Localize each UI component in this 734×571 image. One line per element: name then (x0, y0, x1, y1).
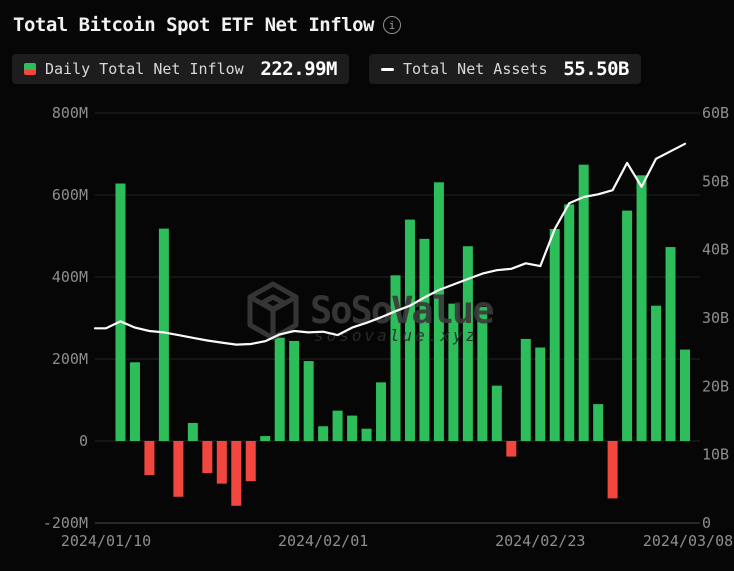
daily-inflow-bar[interactable] (144, 441, 155, 476)
daily-inflow-bar[interactable] (404, 219, 415, 441)
daily-inflow-bar[interactable] (202, 441, 213, 473)
right-axis-tick: 0 (702, 514, 711, 532)
daily-inflow-bar[interactable] (419, 238, 430, 441)
right-axis-tick: 40B (702, 241, 729, 259)
daily-inflow-bar[interactable] (318, 426, 329, 441)
x-axis-tick: 2024/02/01 (278, 532, 368, 550)
daily-inflow-bar[interactable] (303, 361, 314, 441)
right-axis-tick: 30B (702, 309, 729, 327)
title-row: Total Bitcoin Spot ETF Net Inflow i (13, 14, 401, 36)
daily-inflow-bar[interactable] (520, 338, 531, 441)
bar-series-swatch-icon (24, 63, 36, 75)
daily-inflow-bar[interactable] (506, 441, 517, 457)
daily-inflow-bar[interactable] (129, 362, 140, 441)
legend-daily-label: Daily Total Net Inflow (45, 60, 244, 78)
watermark-domain: sosovalue.xyz (314, 326, 478, 345)
legend-assets-value: 55.50B (563, 58, 629, 80)
left-axis-tick: 400M (52, 268, 88, 286)
x-axis-tick: 2024/01/10 (61, 532, 151, 550)
daily-inflow-bar[interactable] (158, 228, 169, 441)
daily-inflow-bar[interactable] (593, 404, 604, 441)
right-axis-tick: 10B (702, 446, 729, 464)
left-axis-tick: 600M (52, 186, 88, 204)
daily-inflow-bar[interactable] (289, 340, 300, 441)
daily-inflow-bar[interactable] (216, 441, 227, 484)
daily-inflow-bar[interactable] (549, 229, 560, 441)
daily-inflow-bar[interactable] (347, 415, 358, 441)
daily-inflow-bar[interactable] (665, 247, 676, 441)
x-axis-tick: 2024/03/08 (643, 532, 733, 550)
daily-inflow-bar[interactable] (332, 410, 343, 441)
line-series-swatch-icon (381, 67, 394, 71)
info-icon[interactable]: i (383, 16, 401, 34)
daily-inflow-bar[interactable] (564, 204, 575, 441)
daily-inflow-bar[interactable] (361, 428, 372, 441)
legend-total-net-assets[interactable]: Total Net Assets 55.50B (369, 54, 641, 84)
left-axis-tick: 0 (79, 432, 88, 450)
daily-inflow-bar[interactable] (448, 303, 459, 441)
sosovalue-logo-icon (247, 281, 299, 341)
right-axis-tick: 20B (702, 377, 729, 395)
daily-inflow-bar[interactable] (477, 306, 488, 441)
daily-inflow-bar[interactable] (390, 275, 401, 441)
daily-inflow-bar[interactable] (680, 349, 690, 441)
daily-inflow-bar[interactable] (245, 441, 256, 482)
right-axis-tick: 50B (702, 172, 729, 190)
daily-inflow-bar[interactable] (274, 337, 285, 441)
daily-inflow-bar[interactable] (462, 246, 473, 441)
watermark-brand: SoSoValue (310, 289, 493, 332)
daily-inflow-bar[interactable] (491, 385, 502, 441)
legend: Daily Total Net Inflow 222.99M Total Net… (12, 54, 734, 84)
legend-assets-label: Total Net Assets (403, 60, 548, 78)
left-axis-tick: -200M (43, 514, 88, 532)
daily-inflow-bar[interactable] (578, 164, 589, 441)
right-axis-tick: 60B (702, 104, 729, 122)
daily-inflow-bar[interactable] (622, 210, 633, 441)
daily-inflow-bar[interactable] (231, 441, 242, 506)
legend-daily-value: 222.99M (260, 58, 337, 80)
daily-inflow-bar[interactable] (607, 441, 618, 499)
left-axis-tick: 200M (52, 350, 88, 368)
daily-inflow-bar[interactable] (115, 183, 126, 441)
left-axis-tick: 800M (52, 104, 88, 122)
daily-inflow-bar[interactable] (535, 347, 546, 441)
daily-inflow-bar[interactable] (651, 305, 662, 441)
daily-inflow-bar[interactable] (260, 436, 271, 441)
x-axis-tick: 2024/02/23 (495, 532, 585, 550)
daily-inflow-bar[interactable] (376, 382, 387, 441)
net-assets-line (93, 142, 687, 346)
daily-inflow-bar[interactable] (173, 441, 184, 497)
page-title: Total Bitcoin Spot ETF Net Inflow (13, 14, 375, 36)
daily-inflow-bar[interactable] (636, 175, 647, 441)
daily-inflow-bar[interactable] (433, 182, 444, 442)
daily-inflow-bar[interactable] (187, 422, 198, 441)
legend-daily-net-inflow[interactable]: Daily Total Net Inflow 222.99M (12, 54, 349, 84)
